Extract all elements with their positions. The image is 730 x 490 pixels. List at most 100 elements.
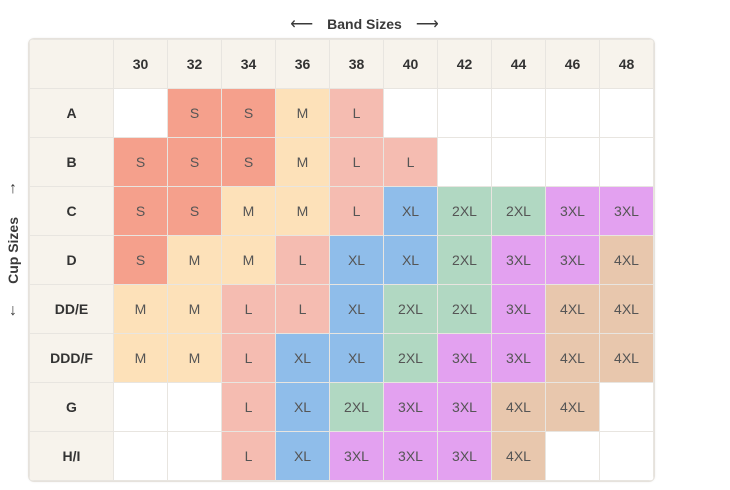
size-cell: 4XL xyxy=(599,235,654,285)
table-row: G L XL 2XL 3XL 3XL 4XL 4XL xyxy=(29,382,654,432)
table-row: C S S M M L XL 2XL 2XL 3XL 3XL xyxy=(29,186,654,236)
size-cell xyxy=(599,431,654,481)
cup-header: G xyxy=(29,382,114,432)
band-header-40: 40 xyxy=(383,39,438,89)
size-cell: 3XL xyxy=(383,431,438,481)
size-cell: 2XL xyxy=(383,284,438,334)
size-cell: M xyxy=(167,284,222,334)
size-cell: 3XL xyxy=(599,186,654,236)
table-row: DD/E M M L L XL 2XL 2XL 3XL 4XL 4XL xyxy=(29,284,654,334)
size-cell xyxy=(491,137,546,187)
cup-header: C xyxy=(29,186,114,236)
size-cell xyxy=(167,431,222,481)
size-cell: 2XL xyxy=(437,235,492,285)
size-cell: XL xyxy=(275,382,330,432)
left-arrow-icon: ⟵ xyxy=(290,16,314,33)
table-row: H/I L XL 3XL 3XL 3XL 4XL xyxy=(29,431,654,481)
size-cell xyxy=(599,88,654,138)
size-cell: L xyxy=(221,284,276,334)
band-header-36: 36 xyxy=(275,39,330,89)
size-cell: XL xyxy=(275,431,330,481)
size-cell xyxy=(383,88,438,138)
size-cell: M xyxy=(221,186,276,236)
cup-header: B xyxy=(29,137,114,187)
size-cell xyxy=(545,431,600,481)
band-header-row: 30 32 34 36 38 40 42 44 46 48 xyxy=(29,39,654,89)
cup-header: A xyxy=(29,88,114,138)
size-chart-body: A S S M L B S S S M L L C S S M M L XL 2XL 2XL 3XL 3XL D S M M L XL X… xyxy=(29,88,654,481)
table-row: D S M M L XL XL 2XL 3XL 3XL 4XL xyxy=(29,235,654,285)
size-cell: 2XL xyxy=(329,382,384,432)
cup-sizes-header: ↑ Cup Sizes ↓ xyxy=(0,180,26,320)
up-arrow-icon: ↑ xyxy=(9,180,17,197)
size-cell: M xyxy=(221,235,276,285)
size-cell xyxy=(167,382,222,432)
band-header-32: 32 xyxy=(167,39,222,89)
band-header-48: 48 xyxy=(599,39,654,89)
cup-sizes-label: Cup Sizes xyxy=(5,216,21,284)
size-cell xyxy=(437,137,492,187)
size-cell: XL xyxy=(329,235,384,285)
size-cell: L xyxy=(275,284,330,334)
size-cell: L xyxy=(329,88,384,138)
size-cell: 4XL xyxy=(545,382,600,432)
size-cell xyxy=(113,431,168,481)
size-cell xyxy=(599,382,654,432)
size-cell: 4XL xyxy=(545,333,600,383)
size-cell: L xyxy=(275,235,330,285)
band-header-38: 38 xyxy=(329,39,384,89)
band-sizes-header: ⟵ Band Sizes ⟶ xyxy=(28,13,701,35)
size-cell xyxy=(113,382,168,432)
size-cell: 3XL xyxy=(491,284,546,334)
cup-header: H/I xyxy=(29,431,114,481)
size-cell: M xyxy=(167,235,222,285)
size-cell: 3XL xyxy=(491,333,546,383)
size-cell: 3XL xyxy=(329,431,384,481)
size-cell: 2XL xyxy=(437,186,492,236)
size-cell: 2XL xyxy=(437,284,492,334)
size-cell: S xyxy=(167,137,222,187)
size-cell: L xyxy=(221,333,276,383)
size-cell: L xyxy=(221,431,276,481)
size-cell: 3XL xyxy=(545,235,600,285)
table-row: DDD/F M M L XL XL 2XL 3XL 3XL 4XL 4XL xyxy=(29,333,654,383)
band-header-34: 34 xyxy=(221,39,276,89)
cup-header: DDD/F xyxy=(29,333,114,383)
size-cell: 3XL xyxy=(383,382,438,432)
size-cell: L xyxy=(329,186,384,236)
size-cell: 3XL xyxy=(437,382,492,432)
cup-header: DD/E xyxy=(29,284,114,334)
corner-cell xyxy=(29,39,114,89)
size-cell xyxy=(437,88,492,138)
band-header-44: 44 xyxy=(491,39,546,89)
size-cell: 2XL xyxy=(383,333,438,383)
size-cell: XL xyxy=(329,284,384,334)
size-cell xyxy=(545,137,600,187)
size-cell: XL xyxy=(383,235,438,285)
size-cell: 4XL xyxy=(491,382,546,432)
band-header-42: 42 xyxy=(437,39,492,89)
cup-header: D xyxy=(29,235,114,285)
size-cell: M xyxy=(113,333,168,383)
size-cell: 2XL xyxy=(491,186,546,236)
band-header-46: 46 xyxy=(545,39,600,89)
size-cell: 3XL xyxy=(437,431,492,481)
size-cell xyxy=(113,88,168,138)
size-cell: L xyxy=(329,137,384,187)
size-cell: 3XL xyxy=(437,333,492,383)
size-cell: 3XL xyxy=(545,186,600,236)
right-arrow-icon: ⟶ xyxy=(415,16,439,33)
size-cell: 4XL xyxy=(491,431,546,481)
size-cell: XL xyxy=(275,333,330,383)
size-cell: L xyxy=(383,137,438,187)
size-cell: XL xyxy=(383,186,438,236)
size-cell: S xyxy=(221,88,276,138)
size-cell xyxy=(545,88,600,138)
size-cell: XL xyxy=(329,333,384,383)
size-cell: 3XL xyxy=(491,235,546,285)
size-cell: S xyxy=(113,235,168,285)
band-sizes-label: Band Sizes xyxy=(327,16,402,32)
